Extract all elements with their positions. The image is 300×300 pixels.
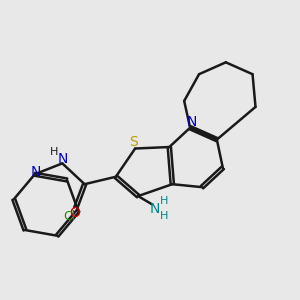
Text: O: O — [69, 206, 80, 220]
Text: N: N — [57, 152, 68, 166]
Text: N: N — [186, 116, 197, 129]
Text: Cl: Cl — [63, 209, 75, 223]
Text: N: N — [31, 166, 41, 179]
Text: H: H — [160, 196, 168, 206]
Text: H: H — [50, 147, 58, 157]
Text: S: S — [129, 135, 138, 149]
Text: H: H — [160, 211, 168, 221]
Text: N: N — [150, 202, 160, 216]
